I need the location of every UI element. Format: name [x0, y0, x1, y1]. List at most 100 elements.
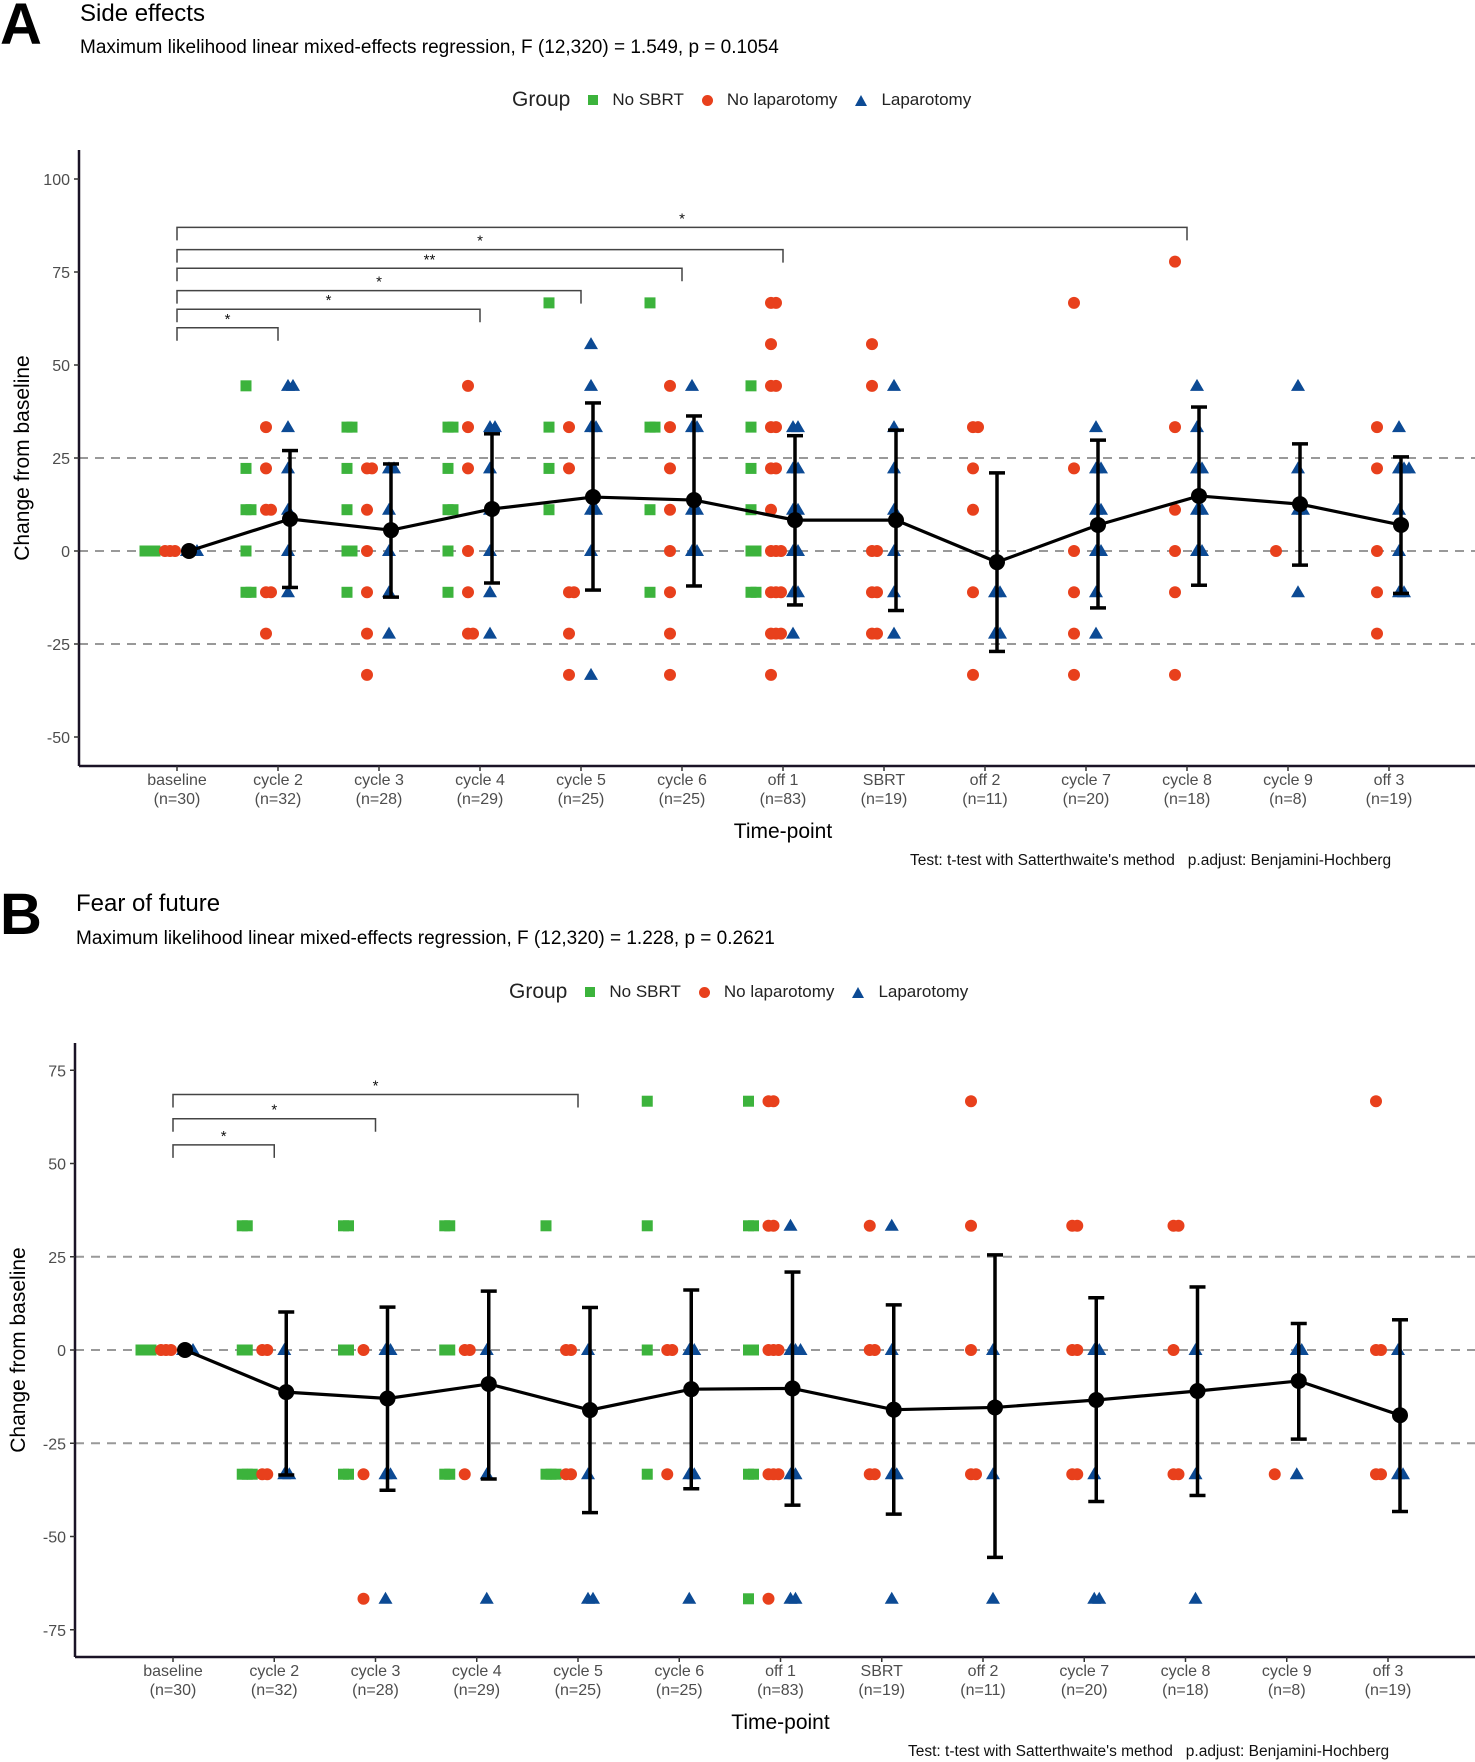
no-sbrt-point [442, 462, 454, 474]
x-tick-label: cycle 9 [1263, 772, 1313, 789]
significance-bracket [176, 327, 279, 341]
x-tick-n-label: (n=18) [1164, 791, 1211, 808]
no-laparotomy-point [463, 1344, 476, 1356]
triangle-marker-icon [852, 986, 865, 998]
no-laparotomy-point [1068, 462, 1080, 475]
y-axis-title: Change from baseline [11, 355, 34, 560]
no-laparotomy-point [563, 668, 575, 681]
panel-a-letter: A [0, 0, 42, 57]
no-sbrt-point [346, 545, 358, 557]
no-sbrt-point [748, 1468, 759, 1480]
x-tick-label: off 3 [1373, 1663, 1404, 1680]
no-sbrt-point [240, 380, 252, 392]
no-laparotomy-point [965, 1219, 977, 1232]
significance-label: * [221, 1128, 227, 1145]
x-tick-label: baseline [147, 772, 207, 789]
y-tick-label: 0 [61, 544, 70, 561]
no-laparotomy-point [1169, 545, 1181, 557]
no-laparotomy-point [664, 586, 676, 599]
mean-marker [683, 1381, 700, 1398]
panel-b-letter: B [0, 882, 42, 947]
x-tick-label: cycle 5 [553, 1663, 603, 1680]
no-laparotomy-point [965, 1344, 977, 1356]
no-sbrt-point [442, 545, 454, 557]
no-laparotomy-point [762, 1592, 775, 1605]
y-tick-label: 50 [52, 358, 70, 375]
no-laparotomy-point [871, 586, 883, 599]
no-laparotomy-point [1172, 1468, 1185, 1481]
laparotomy-point [479, 1591, 494, 1604]
panel-a-legend: Group No SBRT No laparotomy Laparotomy [512, 88, 989, 112]
x-tick-label: cycle 9 [1262, 1663, 1312, 1680]
no-laparotomy-point [664, 627, 676, 640]
mean-marker [987, 1399, 1003, 1416]
no-laparotomy-point [664, 421, 676, 434]
laparotomy-point [1289, 1467, 1304, 1480]
no-laparotomy-point [664, 668, 676, 681]
significance-bracket [172, 1093, 579, 1108]
no-laparotomy-point [772, 1344, 785, 1356]
laparotomy-point [788, 1591, 803, 1604]
no-sbrt-point [447, 421, 459, 433]
legend-label: Laparotomy [881, 90, 972, 109]
no-laparotomy-point [868, 1468, 881, 1481]
no-sbrt-point [341, 504, 353, 516]
no-laparotomy-point [775, 586, 787, 599]
no-laparotomy-point [366, 462, 378, 475]
panel-a-title: Side effects [80, 0, 205, 27]
x-tick-n-label: (n=20) [1063, 791, 1110, 808]
no-sbrt-point [241, 1220, 253, 1232]
x-tick-label: off 1 [765, 1663, 796, 1680]
no-laparotomy-point [1071, 1219, 1084, 1232]
mean-marker [585, 489, 601, 506]
mean-marker [282, 511, 298, 528]
no-laparotomy-point [868, 1344, 881, 1356]
x-tick-n-label: (n=30) [150, 1682, 197, 1699]
x-tick-label: SBRT [861, 1663, 904, 1680]
no-sbrt-point [341, 586, 353, 598]
significance-label: * [376, 274, 382, 291]
no-laparotomy-point [565, 1344, 577, 1356]
laparotomy-point [1089, 420, 1103, 433]
significance-label: * [326, 292, 332, 309]
mean-marker [181, 543, 197, 559]
x-tick-label: cycle 6 [654, 1663, 704, 1680]
no-laparotomy-point [664, 462, 676, 475]
no-sbrt-point [241, 1344, 253, 1356]
laparotomy-point [1392, 420, 1406, 433]
x-tick-n-label: (n=83) [760, 791, 807, 808]
mean-marker [1392, 1407, 1408, 1424]
x-tick-label: off 2 [968, 1663, 999, 1680]
no-laparotomy-point [666, 1344, 679, 1356]
laparotomy-point [281, 585, 295, 598]
legend-item-laparotomy: Laparotomy [852, 982, 968, 1002]
legend-item-no-laparotomy: No laparotomy [698, 982, 834, 1002]
no-sbrt-point [748, 1220, 759, 1232]
laparotomy-point [1089, 626, 1103, 639]
no-laparotomy-point [1068, 627, 1080, 640]
no-sbrt-point [246, 1468, 258, 1480]
laparotomy-point [382, 626, 396, 639]
no-sbrt-point [644, 586, 656, 598]
mean-marker [484, 500, 500, 517]
no-laparotomy-point [1371, 421, 1383, 434]
no-laparotomy-point [863, 1219, 876, 1232]
y-tick-label: 25 [48, 1250, 66, 1267]
panel-b-subtitle: Maximum likelihood linear mixed-effects … [76, 928, 775, 949]
x-tick-n-label: (n=25) [558, 791, 605, 808]
square-marker-icon [585, 987, 596, 997]
no-sbrt-point [442, 586, 454, 598]
no-laparotomy-point [664, 503, 676, 516]
no-laparotomy-point [1270, 545, 1282, 557]
no-laparotomy-point [260, 462, 272, 475]
mean-marker [1189, 1383, 1206, 1400]
laparotomy-point [1188, 1467, 1203, 1480]
mean-marker [1292, 496, 1308, 513]
no-laparotomy-point [1068, 586, 1080, 599]
x-tick-label: cycle 7 [1061, 772, 1111, 789]
legend-label: Laparotomy [878, 982, 969, 1001]
x-tick-n-label: (n=19) [1365, 1682, 1412, 1699]
x-tick-label: off 1 [768, 772, 799, 789]
no-laparotomy-point [1172, 1219, 1185, 1232]
